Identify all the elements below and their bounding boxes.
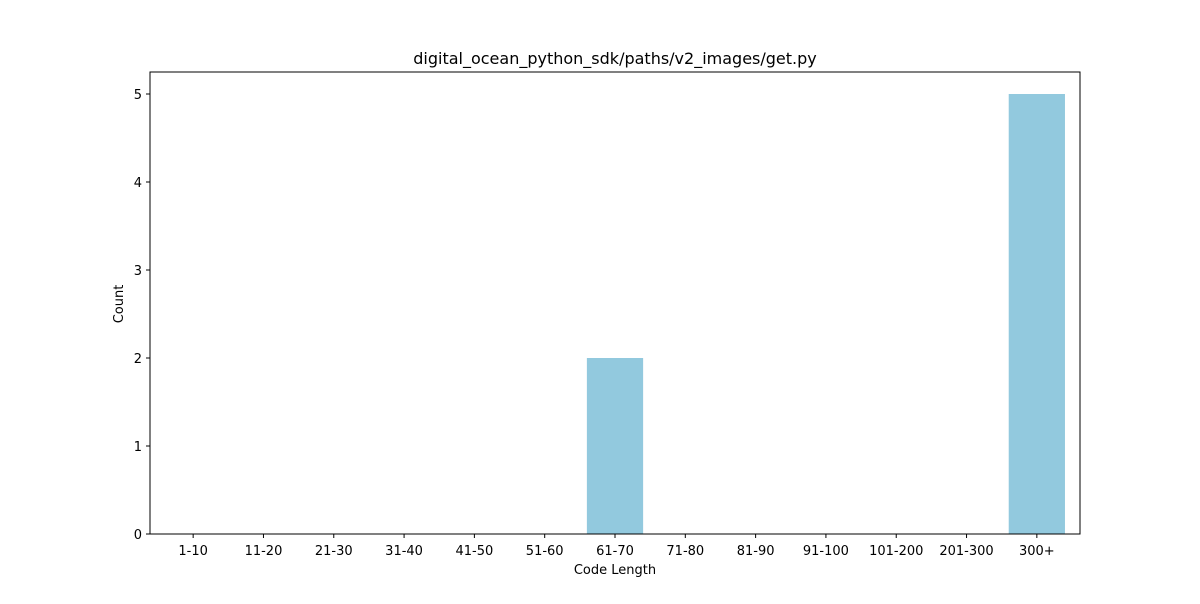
y-tick-label: 0: [134, 528, 142, 543]
x-tick-label: 41-50: [455, 544, 493, 559]
y-axis-label: Count: [112, 285, 127, 324]
y-axis: 0 1 2 3 4 5: [134, 88, 150, 543]
y-tick-label: 1: [134, 440, 142, 455]
x-tick-label: 31-40: [385, 544, 423, 559]
y-tick-label: 2: [134, 352, 142, 367]
x-tick-label: 21-30: [315, 544, 353, 559]
chart-title: digital_ocean_python_sdk/paths/v2_images…: [413, 49, 817, 69]
x-tick-label: 201-300: [939, 544, 993, 559]
x-tick-label: 300+: [1019, 544, 1055, 559]
y-tick-label: 5: [134, 88, 142, 103]
x-tick-label: 91-100: [803, 544, 849, 559]
x-tick-label: 101-200: [869, 544, 923, 559]
x-tick-label: 61-70: [596, 544, 634, 559]
x-tick-label: 81-90: [737, 544, 775, 559]
y-tick-label: 3: [134, 264, 142, 279]
bars-group: [586, 94, 1065, 534]
x-tick-label: 71-80: [666, 544, 704, 559]
x-axis-label: Code Length: [574, 563, 656, 578]
bar-300+: [1008, 94, 1065, 534]
y-tick-label: 4: [134, 176, 142, 191]
bar-61-70: [586, 358, 644, 534]
x-axis: 1-10 11-20 21-30 31-40 41-50 51-60 61-70 71-80 8…: [178, 534, 1055, 559]
x-tick-label: 51-60: [526, 544, 564, 559]
x-tick-label: 1-10: [178, 544, 208, 559]
x-tick-label: 11-20: [245, 544, 283, 559]
plot-frame: [149, 71, 1081, 535]
